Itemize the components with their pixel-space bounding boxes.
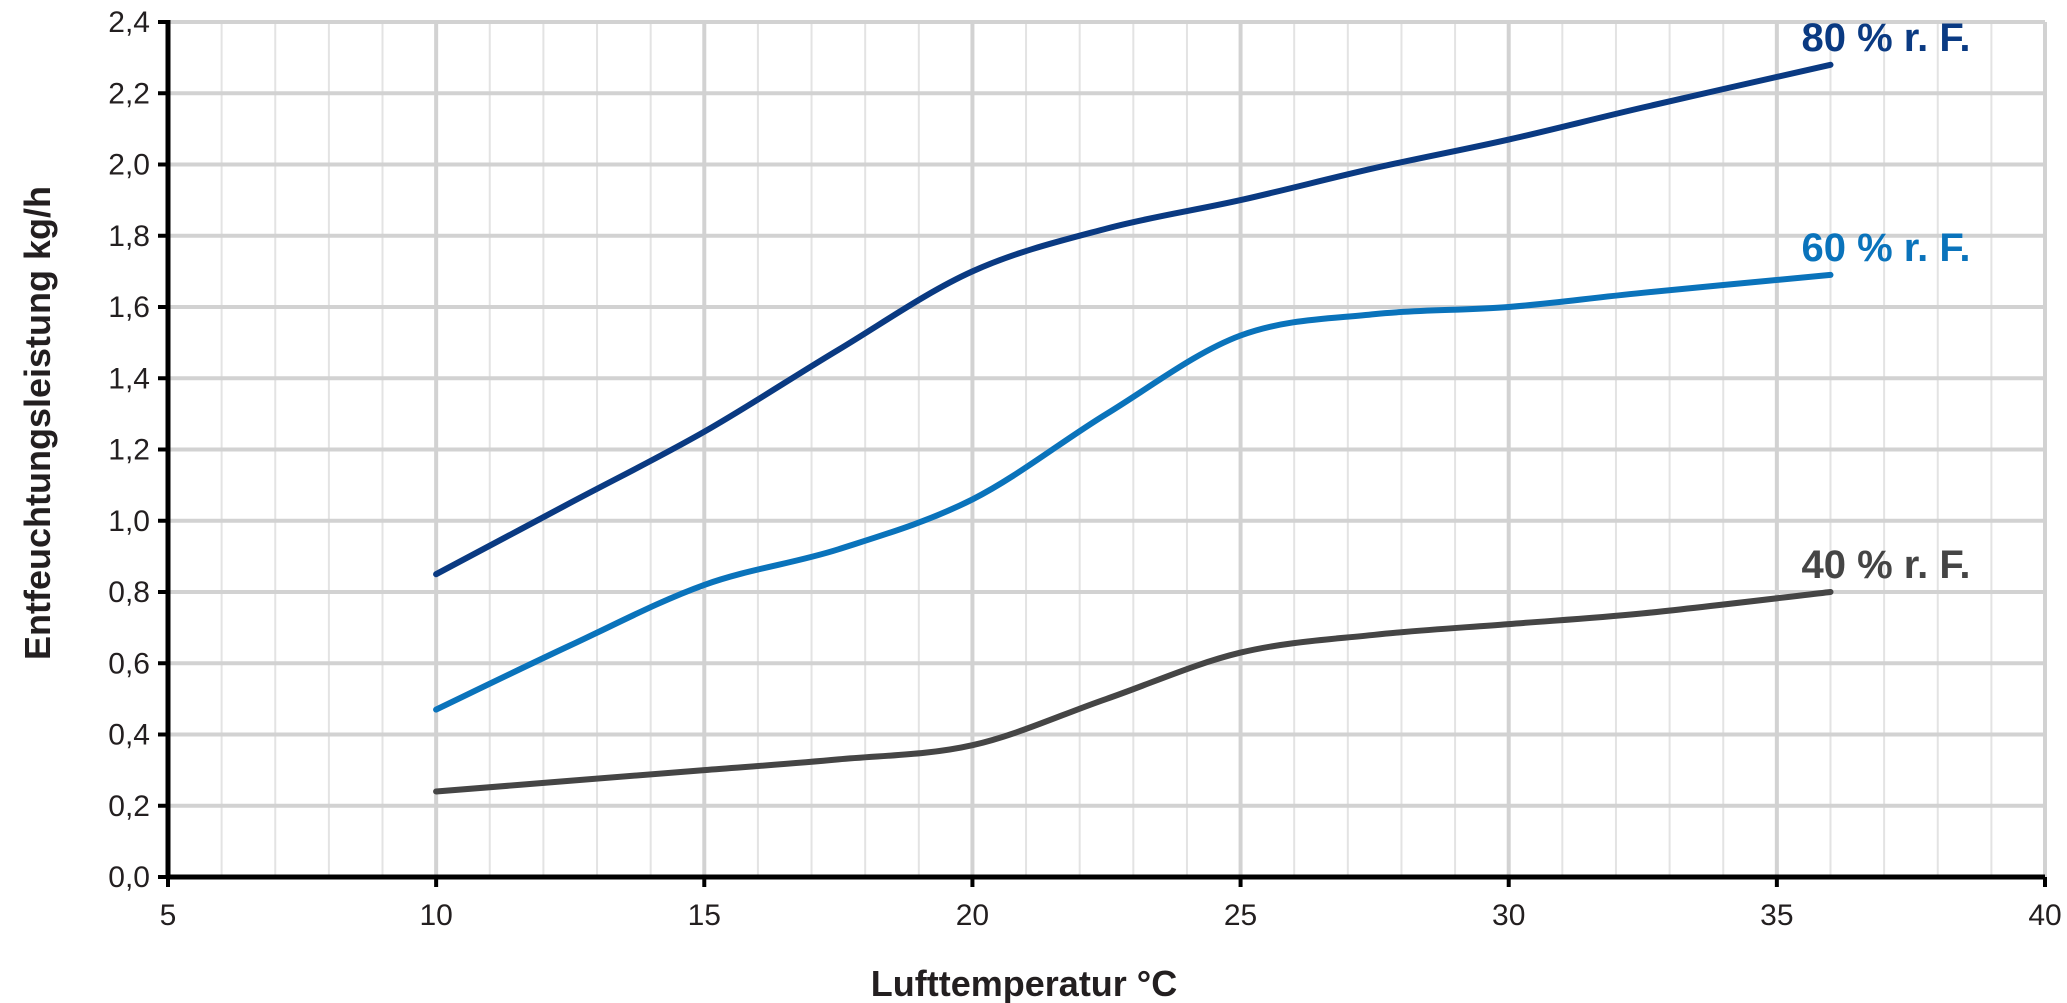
series-line-0 bbox=[433, 61, 1834, 578]
series-label-1: 60 % r. F. bbox=[1802, 226, 1971, 270]
series-line-2 bbox=[433, 589, 1834, 795]
x-tick-label: 40 bbox=[2028, 899, 2061, 932]
x-tick-label: 25 bbox=[1224, 899, 1257, 932]
y-tick-label: 1,2 bbox=[108, 434, 150, 467]
series-line-1 bbox=[433, 271, 1834, 713]
y-tick-label: 1,6 bbox=[108, 291, 150, 324]
x-tick-label: 35 bbox=[1760, 899, 1793, 932]
x-tick-label: 10 bbox=[419, 899, 452, 932]
grid bbox=[168, 20, 2047, 877]
y-tick-label: 0,4 bbox=[108, 719, 150, 752]
y-axis-title: Entfeuchtungsleistung kg/h bbox=[17, 186, 58, 660]
x-tick-label: 30 bbox=[1492, 899, 1525, 932]
y-tick-label: 0,6 bbox=[108, 647, 150, 680]
axes: 0,0 0,2 0,4 0,6 0,8 1,0 1,2 1,4 1,6 1,8 2,0 2,2 2,4 5… bbox=[108, 6, 2061, 932]
y-tick-label: 0,0 bbox=[108, 861, 150, 894]
series-label-0: 80 % r. F. bbox=[1802, 16, 1971, 60]
y-tick-label: 2,2 bbox=[108, 77, 150, 110]
x-tick-label: 20 bbox=[956, 899, 989, 932]
x-tick-label: 5 bbox=[160, 899, 177, 932]
y-tick-label: 1,4 bbox=[108, 362, 150, 395]
series-lines bbox=[433, 61, 1834, 795]
labels: 80 % r. F. 60 % r. F. 40 % r. F. bbox=[1802, 16, 1971, 587]
y-tick-label: 1,8 bbox=[108, 220, 150, 253]
y-tick-label: 0,2 bbox=[108, 790, 150, 823]
y-tick-label: 2,0 bbox=[108, 149, 150, 182]
y-tick-label: 0,8 bbox=[108, 576, 150, 609]
x-axis-title: Lufttemperatur °C bbox=[871, 963, 1177, 1003]
y-tick-label: 2,4 bbox=[108, 6, 150, 39]
x-tick-label: 15 bbox=[688, 899, 721, 932]
series-label-2: 40 % r. F. bbox=[1802, 543, 1971, 587]
y-tick-label: 1,0 bbox=[108, 505, 150, 538]
